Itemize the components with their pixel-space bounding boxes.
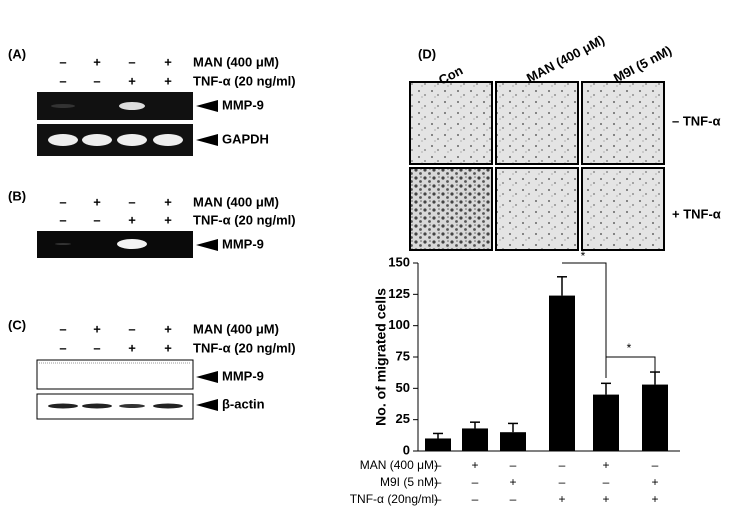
significance-star: * bbox=[581, 249, 586, 263]
panel-label: (D) bbox=[418, 46, 436, 61]
sign: + bbox=[93, 194, 101, 209]
sign: – bbox=[128, 321, 135, 336]
y-tick-label: 125 bbox=[388, 286, 410, 301]
treatment-label: M9I (5 nM) bbox=[380, 475, 438, 489]
micrographs bbox=[409, 81, 665, 251]
gel-a bbox=[37, 92, 193, 156]
sign: – bbox=[59, 73, 66, 88]
row-label: + TNF-α bbox=[672, 206, 721, 221]
sign: – bbox=[435, 492, 442, 506]
sign: – bbox=[559, 458, 566, 472]
column-label: M9I (5 nM) bbox=[611, 43, 674, 86]
treatment-label: MAN (400 μM) bbox=[193, 321, 279, 336]
sign: + bbox=[164, 340, 172, 355]
significance-star: * bbox=[627, 341, 632, 355]
arrow bbox=[196, 371, 218, 383]
sign: – bbox=[128, 54, 135, 69]
treatment-label: TNF-α (20 ng/ml) bbox=[193, 340, 296, 355]
panel-label: (C) bbox=[8, 317, 26, 332]
sign: – bbox=[93, 340, 100, 355]
bar bbox=[462, 428, 488, 451]
sign: – bbox=[472, 492, 479, 506]
sign: – bbox=[128, 194, 135, 209]
sign: + bbox=[651, 492, 658, 506]
gel-b bbox=[37, 231, 193, 258]
arrow bbox=[196, 134, 218, 146]
y-tick-label: 75 bbox=[396, 348, 410, 363]
y-tick-label: 25 bbox=[396, 411, 410, 426]
bar bbox=[593, 394, 619, 451]
sign: – bbox=[510, 458, 517, 472]
sign: + bbox=[164, 321, 172, 336]
sign: + bbox=[128, 212, 136, 227]
bar bbox=[642, 384, 668, 451]
treatment-label: MAN (400 μM) bbox=[360, 458, 438, 472]
sign: + bbox=[651, 475, 658, 489]
sign: + bbox=[471, 458, 478, 472]
band-label: β-actin bbox=[222, 396, 265, 411]
panel-label: (B) bbox=[8, 188, 26, 203]
panel-label: (A) bbox=[8, 46, 26, 61]
bar bbox=[549, 295, 575, 451]
treatment-label: TNF-α (20 ng/ml) bbox=[193, 73, 296, 88]
sign: – bbox=[59, 194, 66, 209]
y-tick-label: 0 bbox=[403, 442, 410, 457]
significance-bracket bbox=[606, 356, 656, 372]
row-label: – TNF-α bbox=[672, 113, 720, 128]
band-label: MMP-9 bbox=[222, 368, 264, 383]
sign: – bbox=[603, 475, 610, 489]
significance-bracket bbox=[562, 262, 607, 378]
arrow bbox=[196, 399, 218, 411]
y-tick-label: 150 bbox=[388, 254, 410, 269]
sign: + bbox=[558, 492, 565, 506]
treatment-label: MAN (400 μM) bbox=[193, 194, 279, 209]
arrow bbox=[196, 100, 218, 112]
blot-c bbox=[36, 359, 194, 420]
sign: – bbox=[59, 54, 66, 69]
treatment-label: TNF-α (20 ng/ml) bbox=[193, 212, 296, 227]
bar bbox=[425, 438, 451, 451]
treatment-label: TNF-α (20ng/ml) bbox=[350, 492, 438, 506]
sign: + bbox=[602, 458, 609, 472]
sign: – bbox=[559, 475, 566, 489]
sign: + bbox=[164, 212, 172, 227]
sign: – bbox=[59, 321, 66, 336]
bar bbox=[500, 432, 526, 451]
sign: – bbox=[652, 458, 659, 472]
sign: – bbox=[93, 73, 100, 88]
sign: + bbox=[509, 475, 516, 489]
band-label: MMP-9 bbox=[222, 97, 264, 112]
band-label: MMP-9 bbox=[222, 236, 264, 251]
sign: + bbox=[128, 73, 136, 88]
sign: – bbox=[435, 458, 442, 472]
sign: + bbox=[128, 340, 136, 355]
sign: + bbox=[93, 54, 101, 69]
sign: – bbox=[472, 475, 479, 489]
y-tick-label: 50 bbox=[396, 380, 410, 395]
sign: – bbox=[59, 212, 66, 227]
sign: – bbox=[435, 475, 442, 489]
sign: + bbox=[164, 54, 172, 69]
sign: – bbox=[59, 340, 66, 355]
treatment-label: MAN (400 μM) bbox=[193, 54, 279, 69]
sign: + bbox=[164, 73, 172, 88]
sign: – bbox=[93, 212, 100, 227]
band-label: GAPDH bbox=[222, 131, 269, 146]
column-label: MAN (400 μM) bbox=[524, 32, 607, 86]
sign: + bbox=[602, 492, 609, 506]
sign: – bbox=[510, 492, 517, 506]
y-tick-label: 100 bbox=[388, 317, 410, 332]
sign: + bbox=[93, 321, 101, 336]
sign: + bbox=[164, 194, 172, 209]
y-axis-label: No. of migrated cells bbox=[373, 288, 389, 426]
arrow bbox=[196, 239, 218, 251]
